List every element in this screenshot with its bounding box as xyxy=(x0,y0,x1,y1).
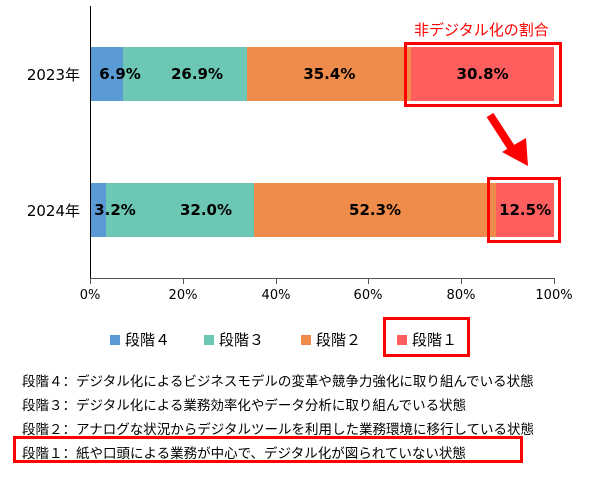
x-tick-80 xyxy=(461,279,462,284)
highlight-2024-stage1 xyxy=(487,177,561,243)
label-2023-stage2: 35.4% xyxy=(303,65,356,83)
note-stage3: 段階３：デジタル化による業務効率化やデータ分析に取り組んでいる状態 xyxy=(22,398,467,414)
bar-2023-stage4 xyxy=(91,47,123,101)
bar-2024-stage3 xyxy=(105,183,254,237)
x-label-20: 20% xyxy=(168,288,198,303)
legend-stage4: 段階４ xyxy=(110,329,170,350)
x-tick-0 xyxy=(90,279,91,284)
label-2023-stage1: 30.8% xyxy=(456,65,509,83)
bar-2024-stage1 xyxy=(496,183,554,237)
highlight-2023-stage1 xyxy=(404,42,562,107)
x-label-0: 0% xyxy=(79,288,101,303)
x-axis-line xyxy=(90,278,555,279)
bar-2023-stage1 xyxy=(411,47,554,101)
highlight-legend-stage1 xyxy=(383,317,470,357)
legend-label-stage1: 段階１ xyxy=(412,331,458,349)
bar-2023: 6.9% 26.9% 35.4% 30.8% xyxy=(91,47,554,101)
label-2023-stage3: 26.9% xyxy=(170,65,224,83)
bar-2024-stage2 xyxy=(254,183,497,237)
bar-2024: 3.2% 32.0% 52.3% 12.5% xyxy=(91,183,554,237)
x-tick-60 xyxy=(368,279,369,284)
x-label-60: 60% xyxy=(353,288,383,303)
legend-label-stage2: 段階２ xyxy=(316,331,362,349)
label-2024-stage1: 12.5% xyxy=(499,201,552,219)
x-tick-20 xyxy=(183,279,184,284)
y-label-2024: 2024年 xyxy=(26,202,80,220)
x-label-80: 80% xyxy=(446,288,476,303)
x-label-40: 40% xyxy=(261,288,291,303)
note-stage1: 段階１：紙や口頭による業務が中心で、デジタル化が図られていない状態 xyxy=(22,446,466,462)
bar-2023-stage3 xyxy=(122,47,248,101)
legend-label-stage4: 段階４ xyxy=(125,331,171,349)
legend-label-stage3: 段階３ xyxy=(219,331,265,349)
x-tick-40 xyxy=(276,279,277,284)
y-label-2023: 2023年 xyxy=(26,66,80,84)
x-label-100: 100% xyxy=(535,288,573,303)
legend-swatch-stage2 xyxy=(301,334,311,345)
legend-swatch-stage3 xyxy=(204,334,214,345)
arrow-down-right-icon xyxy=(486,112,528,166)
bar-2024-stage4 xyxy=(91,183,106,237)
label-2024-stage2: 52.3% xyxy=(349,201,402,219)
legend-stage3: 段階３ xyxy=(204,329,264,350)
x-tick-100 xyxy=(554,279,555,284)
label-2024-stage4: 3.2% xyxy=(94,201,136,219)
label-2024-stage3: 32.0% xyxy=(179,201,233,219)
note-stage2: 段階２：アナログな状況からデジタルツールを利用した業務環境に移行している状態 xyxy=(22,422,535,438)
highlight-note-stage1 xyxy=(13,436,523,463)
bar-2023-stage2 xyxy=(247,47,412,101)
y-axis-line xyxy=(90,6,91,279)
legend-stage1: 段階１ xyxy=(397,329,457,350)
note-stage4: 段階４：デジタル化によるビジネスモデルの変革や競争力強化に取り組んでいる状態 xyxy=(22,374,534,390)
legend-stage2: 段階２ xyxy=(301,329,361,350)
legend-swatch-stage1 xyxy=(397,334,407,345)
label-2023-stage4: 6.9% xyxy=(99,65,141,83)
non-digital-annotation: 非デジタル化の割合 xyxy=(414,21,549,39)
legend-swatch-stage4 xyxy=(110,334,120,345)
